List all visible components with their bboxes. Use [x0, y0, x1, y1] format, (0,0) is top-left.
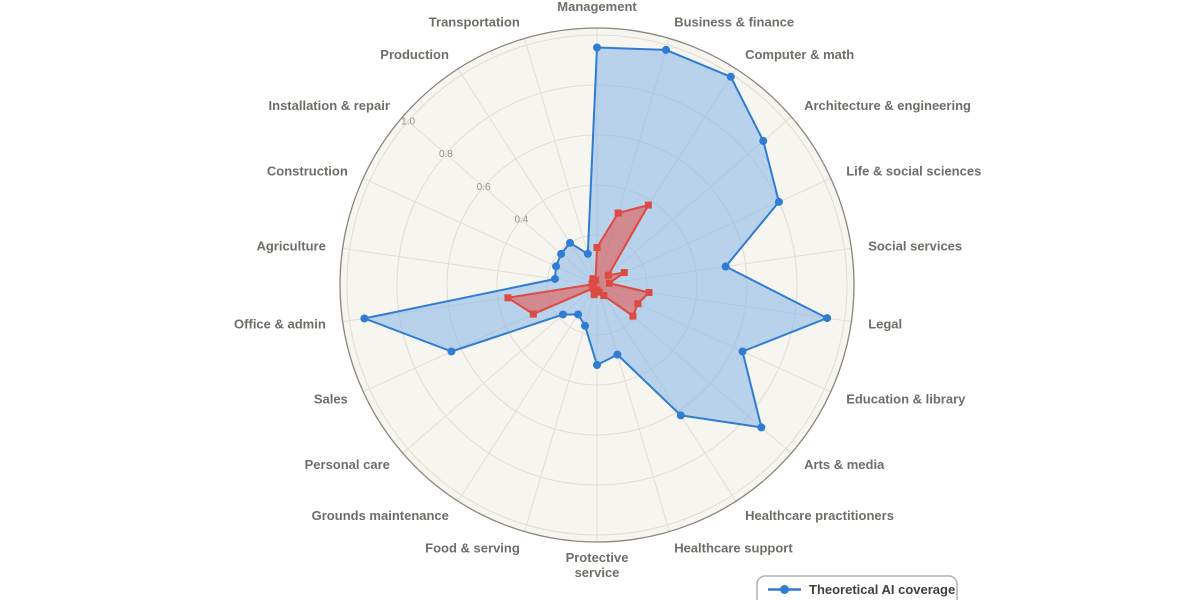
- data-point[interactable]: [614, 209, 622, 217]
- angular-gridline: [457, 284, 598, 502]
- data-point[interactable]: [620, 269, 628, 277]
- data-point[interactable]: [583, 249, 592, 258]
- radial-tick-label: 0.8: [439, 149, 453, 160]
- category-label: Construction: [267, 164, 348, 179]
- data-point[interactable]: [676, 411, 685, 420]
- category-label: Food & serving: [425, 540, 520, 555]
- category-label: Management: [557, 0, 637, 14]
- category-label: Education & library: [846, 391, 966, 406]
- legend-label: Theoretical AI coverage: [809, 582, 955, 597]
- legend[interactable]: Theoretical AI coverage: [756, 575, 958, 600]
- category-label: Life & social sciences: [846, 164, 981, 179]
- data-point[interactable]: [550, 274, 559, 283]
- data-point[interactable]: [644, 201, 652, 209]
- data-point[interactable]: [605, 279, 613, 287]
- category-label: Healthcare practitioners: [745, 508, 894, 523]
- category-label: Arts & media: [804, 457, 885, 472]
- data-point[interactable]: [565, 238, 574, 247]
- category-label: Architecture & engineering: [804, 98, 971, 113]
- data-point[interactable]: [721, 262, 730, 271]
- category-label: Transportation: [429, 15, 520, 30]
- category-label: Legal: [868, 317, 902, 332]
- category-label: Healthcare support: [674, 540, 793, 555]
- data-point[interactable]: [613, 350, 622, 359]
- data-point[interactable]: [552, 262, 561, 271]
- data-point[interactable]: [593, 43, 601, 52]
- data-point[interactable]: [360, 314, 369, 323]
- data-point[interactable]: [604, 271, 612, 279]
- category-label: Production: [380, 47, 449, 62]
- data-point[interactable]: [592, 276, 600, 284]
- data-point[interactable]: [662, 45, 671, 54]
- angular-gridline: [524, 38, 598, 286]
- data-point[interactable]: [738, 347, 747, 356]
- data-point[interactable]: [557, 249, 566, 258]
- data-point[interactable]: [590, 291, 598, 299]
- data-point[interactable]: [447, 347, 456, 356]
- legend-dot-icon: [780, 585, 789, 594]
- outer-ring: [339, 27, 855, 543]
- category-label: Office & admin: [234, 317, 326, 332]
- category-label: Protective service: [566, 550, 629, 580]
- data-point[interactable]: [759, 136, 768, 145]
- data-point[interactable]: [589, 284, 597, 292]
- data-point[interactable]: [504, 294, 512, 302]
- radial-tick-label: 0.6: [477, 182, 491, 193]
- category-label: Social services: [868, 239, 962, 254]
- data-point[interactable]: [629, 312, 637, 320]
- radial-tick-label: 0.4: [514, 215, 528, 226]
- data-point[interactable]: [581, 321, 590, 330]
- data-point[interactable]: [634, 300, 642, 308]
- data-point[interactable]: [574, 310, 583, 319]
- data-point[interactable]: [757, 423, 766, 432]
- data-point[interactable]: [593, 361, 601, 369]
- data-point[interactable]: [558, 310, 567, 319]
- category-label: Agriculture: [256, 239, 325, 254]
- category-label: Sales: [314, 391, 348, 406]
- radial-tick-label: 1.0: [401, 116, 415, 127]
- category-label: Computer & math: [745, 47, 854, 62]
- legend-box: [756, 575, 958, 600]
- category-label: Business & finance: [674, 15, 794, 30]
- category-label: Grounds maintenance: [312, 508, 449, 523]
- category-label: Installation & repair: [269, 98, 390, 113]
- data-point[interactable]: [774, 197, 783, 206]
- data-point[interactable]: [645, 288, 653, 296]
- category-label: Personal care: [305, 457, 390, 472]
- data-point[interactable]: [726, 72, 735, 81]
- data-point[interactable]: [823, 314, 832, 323]
- data-point[interactable]: [593, 244, 601, 251]
- data-point[interactable]: [600, 292, 608, 300]
- data-point[interactable]: [529, 310, 537, 318]
